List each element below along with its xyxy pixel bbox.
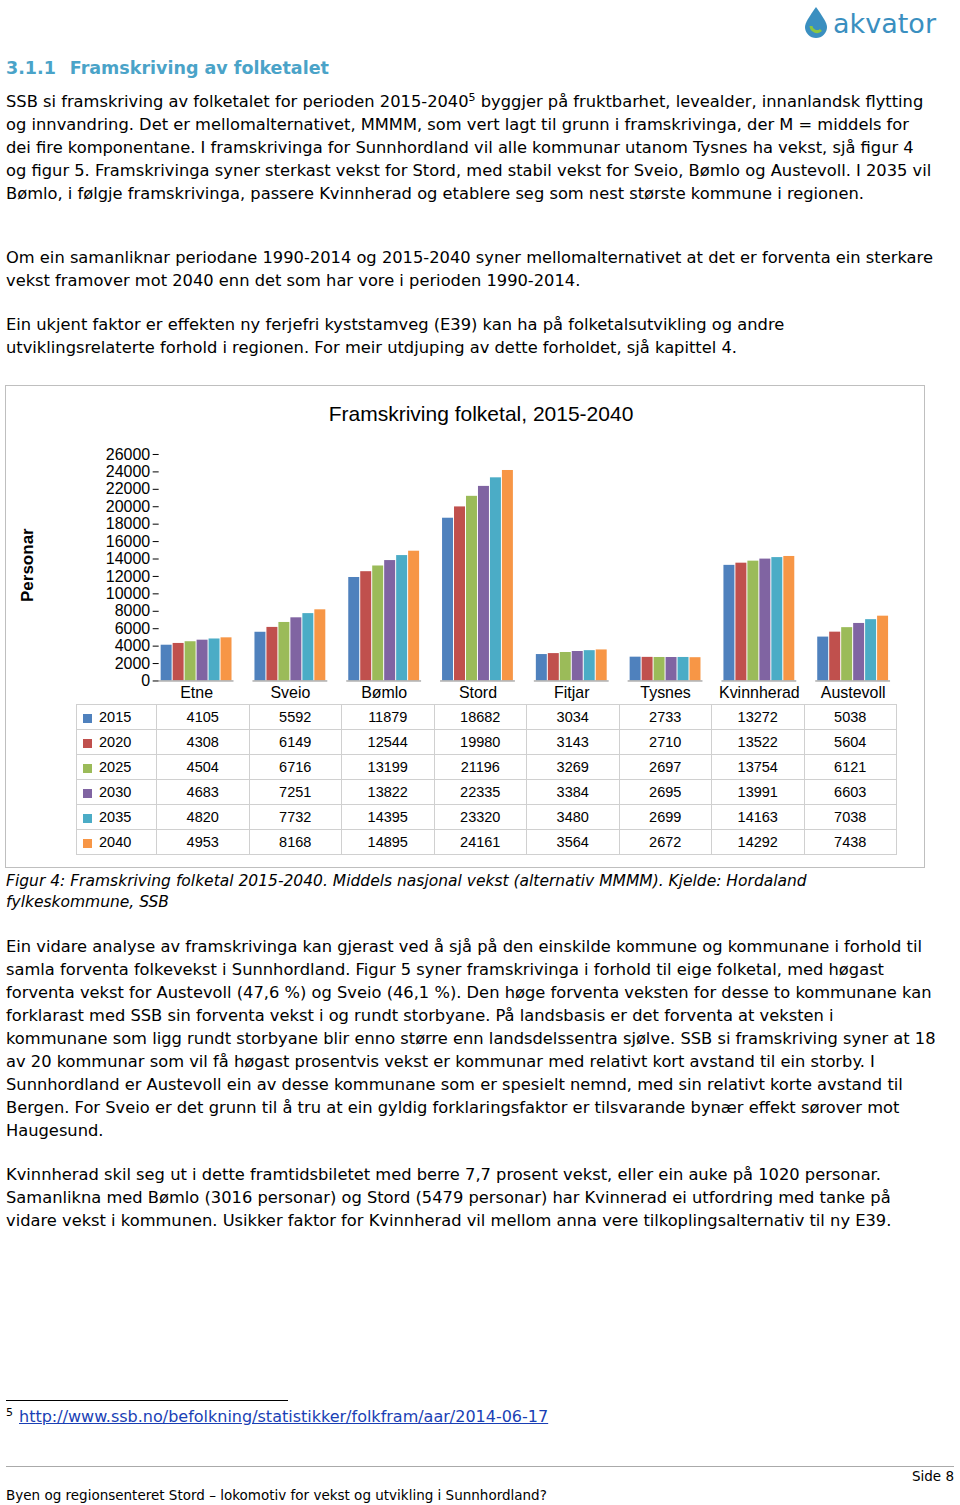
html-text:akvator: akvator <box>833 8 936 39</box>
svg-text:4000: 4000 <box>115 637 151 654</box>
svg-text:Austevoll: Austevoll <box>821 684 886 701</box>
html-text:3480: 3480 <box>556 809 589 825</box>
html-text:SSB si framskriving av folketa: SSB si framskriving av folketalet for pe… <box>6 92 469 112</box>
html-text:3269: 3269 <box>556 759 589 775</box>
html-text:Ein vidare analyse av framskri: Ein vidare analyse av framskrivinga kan … <box>6 937 936 1140</box>
html-text:2040: 2040 <box>99 834 132 850</box>
html-text:6716: 6716 <box>279 759 312 775</box>
svg-text:0: 0 <box>141 672 150 689</box>
html-text:24161: 24161 <box>460 834 501 850</box>
html-text:Framskriving av folketalet: Framskriving av folketalet <box>69 58 329 78</box>
html-text:13522: 13522 <box>737 734 778 750</box>
html-text:14292: 14292 <box>737 834 778 850</box>
html-text:7438: 7438 <box>834 834 867 850</box>
html-text:19980: 19980 <box>460 734 501 750</box>
html-text:Figur 4: Framskriving folketal: Figur 4: Framskriving folketal 2015-2040… <box>6 872 807 911</box>
svg-text:14000: 14000 <box>106 550 150 567</box>
html-text:23320: 23320 <box>460 809 501 825</box>
html-text:2733: 2733 <box>649 709 682 725</box>
html-text:3564: 3564 <box>556 834 589 850</box>
svg-text:12000: 12000 <box>106 568 150 585</box>
html-text:5038: 5038 <box>834 709 867 725</box>
html-text:Side 8: Side 8 <box>911 1468 954 1484</box>
html-text:2015: 2015 <box>99 709 132 725</box>
svg-text:18000: 18000 <box>106 515 150 532</box>
svg-text:6000: 6000 <box>115 620 151 637</box>
html-text:18682: 18682 <box>460 709 501 725</box>
html-text:Kvinnherad skil seg ut i dette: Kvinnherad skil seg ut i dette framtidsb… <box>6 1165 892 1230</box>
svg-text:24000: 24000 <box>106 463 150 480</box>
html-text:5 http://www.ssb.no/befolkning: 5 http://www.ssb.no/befolkning/statistik… <box>6 1406 549 1427</box>
svg-text:Tysnes: Tysnes <box>640 684 691 701</box>
html-text:13991: 13991 <box>737 784 778 800</box>
html-text:13272: 13272 <box>737 709 778 725</box>
html-text:4504: 4504 <box>186 759 219 775</box>
html-text:6603: 6603 <box>834 784 867 800</box>
html-text:14163: 14163 <box>737 809 778 825</box>
html-text:2035: 2035 <box>99 809 132 825</box>
html-text:Framskriving folketal, 2015-20: Framskriving folketal, 2015-2040 <box>328 402 634 425</box>
html-text:21196: 21196 <box>460 759 500 775</box>
html-text:Byen og regionsenteret Stord –: Byen og regionsenteret Stord – lokomotiv… <box>6 1487 547 1503</box>
html-text:11879: 11879 <box>368 709 408 725</box>
html-text:7251: 7251 <box>279 784 312 800</box>
html-text:4105: 4105 <box>186 709 219 725</box>
html-text:2695: 2695 <box>649 784 682 800</box>
html-text:2020: 2020 <box>99 734 132 750</box>
html-text:3034: 3034 <box>556 709 589 725</box>
html-text:Personar: Personar <box>18 528 37 602</box>
html-text:6121: 6121 <box>834 759 867 775</box>
svg-text:2000: 2000 <box>115 655 151 672</box>
html-text:2697: 2697 <box>649 759 682 775</box>
html-text:2699: 2699 <box>649 809 682 825</box>
svg-text:16000: 16000 <box>106 533 150 550</box>
svg-text:Sveio: Sveio <box>270 684 310 701</box>
svg-text:8000: 8000 <box>115 602 151 619</box>
html-text:Om ein samanliknar periodane 1: Om ein samanliknar periodane 1990-2014 o… <box>6 248 933 290</box>
html-text:7732: 7732 <box>279 809 312 825</box>
svg-text:Etne: Etne <box>180 684 213 701</box>
html-text:2672: 2672 <box>649 834 682 850</box>
html-text:4683: 4683 <box>186 784 219 800</box>
html-text:4953: 4953 <box>186 834 219 850</box>
svg-text:Kvinnherad: Kvinnherad <box>719 684 800 701</box>
html-text:7038: 7038 <box>834 809 867 825</box>
html-text:3384: 3384 <box>556 784 589 800</box>
html-text:12544: 12544 <box>367 734 408 750</box>
svg-text:22000: 22000 <box>106 480 150 497</box>
svg-text:Stord: Stord <box>459 684 497 701</box>
svg-text:Bømlo: Bømlo <box>361 684 407 701</box>
html-text:5592: 5592 <box>279 709 312 725</box>
svg-text:Fitjar: Fitjar <box>554 684 590 701</box>
html-text:4308: 4308 <box>186 734 219 750</box>
html-text:13199: 13199 <box>367 759 408 775</box>
html-text:13754: 13754 <box>737 759 778 775</box>
html-text:8168: 8168 <box>279 834 312 850</box>
html-text:3.1.1: 3.1.1 <box>6 58 56 78</box>
html-text:Ein ukjent faktor er effekten: Ein ukjent faktor er effekten ny ferjefr… <box>6 315 785 357</box>
html-text:2025: 2025 <box>99 759 132 775</box>
html-text:14395: 14395 <box>367 809 408 825</box>
html-text:6149: 6149 <box>279 734 312 750</box>
svg-text:10000: 10000 <box>106 585 150 602</box>
html-text:2710: 2710 <box>649 734 682 750</box>
html-text:22335: 22335 <box>460 784 501 800</box>
svg-text:20000: 20000 <box>106 498 150 515</box>
html-text:4820: 4820 <box>186 809 219 825</box>
html-text:14895: 14895 <box>367 834 408 850</box>
svg-text:26000: 26000 <box>106 446 150 463</box>
html-text:5604: 5604 <box>834 734 867 750</box>
html-text:13822: 13822 <box>367 784 408 800</box>
html-text:2030: 2030 <box>99 784 132 800</box>
html-text:3143: 3143 <box>556 734 589 750</box>
html-text:5byggjer på fruktbarhet, levea: 5byggjer på fruktbarhet, levealder, inna… <box>6 91 932 204</box>
